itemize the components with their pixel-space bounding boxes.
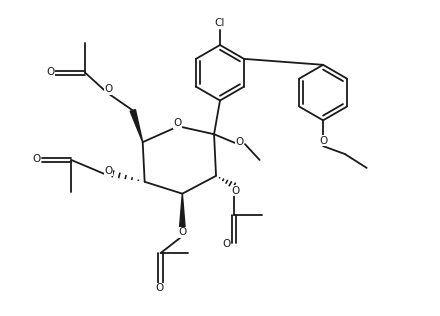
Text: O: O [173, 118, 182, 128]
Polygon shape [180, 194, 185, 228]
Text: Cl: Cl [215, 18, 225, 28]
Text: O: O [223, 239, 231, 249]
Text: O: O [319, 136, 327, 146]
Text: O: O [104, 84, 113, 94]
Text: O: O [104, 166, 112, 176]
Text: O: O [33, 154, 41, 164]
Text: O: O [178, 227, 187, 237]
Text: O: O [47, 67, 55, 77]
Text: O: O [156, 283, 164, 294]
Polygon shape [130, 110, 143, 142]
Text: O: O [235, 137, 244, 147]
Text: O: O [232, 185, 240, 196]
